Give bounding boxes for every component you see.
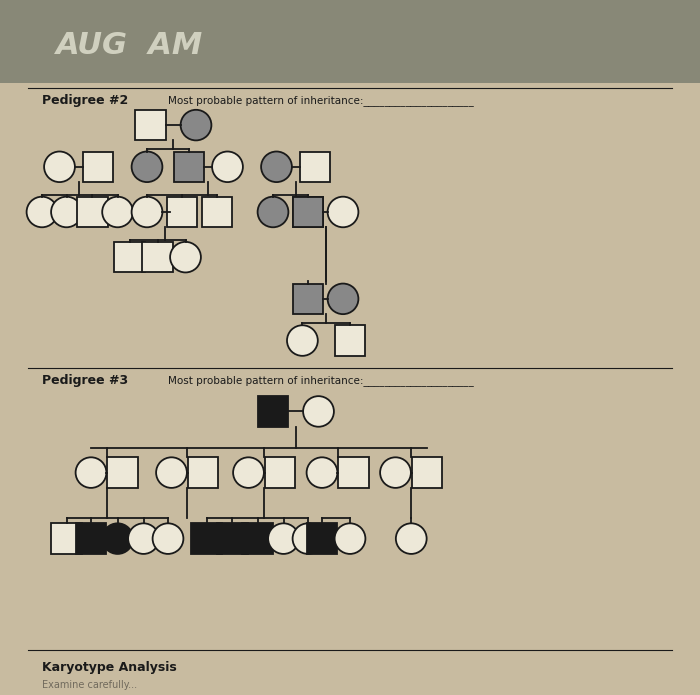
Circle shape <box>102 197 133 227</box>
Bar <box>202 197 232 227</box>
Circle shape <box>233 457 264 488</box>
Circle shape <box>132 152 162 182</box>
Bar <box>335 325 365 356</box>
Bar <box>174 152 204 182</box>
Text: Pedigree #2: Pedigree #2 <box>42 94 128 106</box>
Text: AUG  AM: AUG AM <box>56 31 203 60</box>
Circle shape <box>287 325 318 356</box>
Circle shape <box>132 197 162 227</box>
Bar <box>412 457 442 488</box>
Circle shape <box>181 110 211 140</box>
Circle shape <box>303 396 334 427</box>
Bar <box>265 457 295 488</box>
Bar <box>0 0 700 83</box>
Circle shape <box>380 457 411 488</box>
Circle shape <box>170 242 201 272</box>
Bar <box>188 457 218 488</box>
Text: Most probable pattern of inheritance:_____________________: Most probable pattern of inheritance:___… <box>168 375 474 386</box>
Bar <box>307 523 337 554</box>
Bar <box>338 457 369 488</box>
Circle shape <box>76 457 106 488</box>
Circle shape <box>293 523 323 554</box>
Text: Most probable pattern of inheritance:_____________________: Most probable pattern of inheritance:___… <box>168 95 474 106</box>
Circle shape <box>328 284 358 314</box>
Circle shape <box>44 152 75 182</box>
Bar <box>258 396 288 427</box>
Bar <box>51 523 82 554</box>
Bar <box>107 457 138 488</box>
Text: Pedigree #3: Pedigree #3 <box>42 375 128 387</box>
Bar <box>217 523 248 554</box>
Circle shape <box>261 152 292 182</box>
Bar <box>300 152 330 182</box>
Circle shape <box>153 523 183 554</box>
Bar <box>83 152 113 182</box>
Bar <box>242 523 273 554</box>
Bar <box>135 110 166 140</box>
Circle shape <box>328 197 358 227</box>
Text: Karyotype Analysis: Karyotype Analysis <box>42 661 176 673</box>
Bar <box>142 242 173 272</box>
Bar <box>114 242 145 272</box>
Circle shape <box>258 197 288 227</box>
Bar <box>167 197 197 227</box>
Circle shape <box>156 457 187 488</box>
Text: Examine carefully...: Examine carefully... <box>42 680 137 689</box>
Bar <box>76 523 106 554</box>
Circle shape <box>395 523 426 554</box>
Circle shape <box>335 523 365 554</box>
Circle shape <box>102 523 133 554</box>
Circle shape <box>307 457 337 488</box>
Bar <box>293 284 323 314</box>
Bar <box>191 523 222 554</box>
Circle shape <box>212 152 243 182</box>
Circle shape <box>268 523 299 554</box>
Bar <box>293 197 323 227</box>
Bar <box>77 197 108 227</box>
Circle shape <box>27 197 57 227</box>
Circle shape <box>51 197 82 227</box>
Circle shape <box>128 523 159 554</box>
Bar <box>293 197 323 227</box>
